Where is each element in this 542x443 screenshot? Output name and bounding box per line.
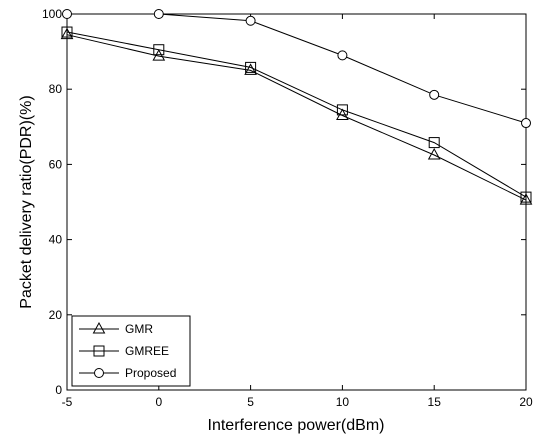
data-point-gmree bbox=[428, 137, 440, 149]
legend-marker-gmree bbox=[93, 345, 105, 357]
data-point-proposed bbox=[245, 15, 256, 26]
data-point-gmr bbox=[244, 63, 257, 75]
y-tick-label: 100 bbox=[42, 7, 62, 21]
data-point-gmree bbox=[520, 191, 532, 203]
data-point-proposed bbox=[429, 89, 440, 100]
y-tick-label: 20 bbox=[49, 308, 63, 322]
x-axis-title: Interference power(dBm) bbox=[208, 417, 385, 434]
x-tick-label: -5 bbox=[62, 395, 73, 409]
data-point-proposed bbox=[62, 9, 72, 19]
y-tick-label: 60 bbox=[49, 157, 63, 171]
legend-label-gmr: GMR bbox=[125, 322, 153, 336]
y-axis-title: Packet delivery ratio(PDR)(%) bbox=[18, 95, 35, 308]
y-tick-label: 80 bbox=[49, 82, 63, 96]
data-point-proposed bbox=[521, 118, 531, 129]
y-tick-label: 0 bbox=[55, 383, 62, 397]
x-tick-label: 5 bbox=[247, 395, 254, 409]
data-point-proposed bbox=[337, 50, 348, 61]
legend-label-proposed: Proposed bbox=[125, 366, 176, 380]
y-tick-label: 40 bbox=[49, 233, 63, 247]
x-tick-label: 20 bbox=[519, 395, 533, 409]
series-gmree bbox=[61, 26, 532, 203]
data-point-gmree bbox=[153, 44, 165, 56]
legend-marker-proposed bbox=[94, 368, 104, 378]
data-point-gmree bbox=[245, 61, 257, 73]
data-point-gmr bbox=[519, 193, 533, 205]
data-point-proposed bbox=[153, 9, 164, 19]
data-point-gmr bbox=[60, 27, 74, 40]
legend-marker-gmr bbox=[92, 321, 106, 334]
x-tick-label: 15 bbox=[428, 395, 442, 409]
series-line-gmr bbox=[66, 34, 527, 201]
legend-label-gmree: GMREE bbox=[125, 344, 169, 358]
data-point-gmree bbox=[336, 104, 348, 116]
x-tick-label: 10 bbox=[336, 395, 350, 409]
series-line-proposed bbox=[67, 13, 527, 124]
series-line-gmree bbox=[66, 31, 527, 198]
series-gmr bbox=[60, 27, 533, 205]
series-proposed bbox=[62, 9, 531, 129]
data-point-gmr bbox=[427, 147, 441, 160]
data-point-gmree bbox=[61, 26, 73, 38]
x-tick-label: 0 bbox=[155, 395, 162, 409]
